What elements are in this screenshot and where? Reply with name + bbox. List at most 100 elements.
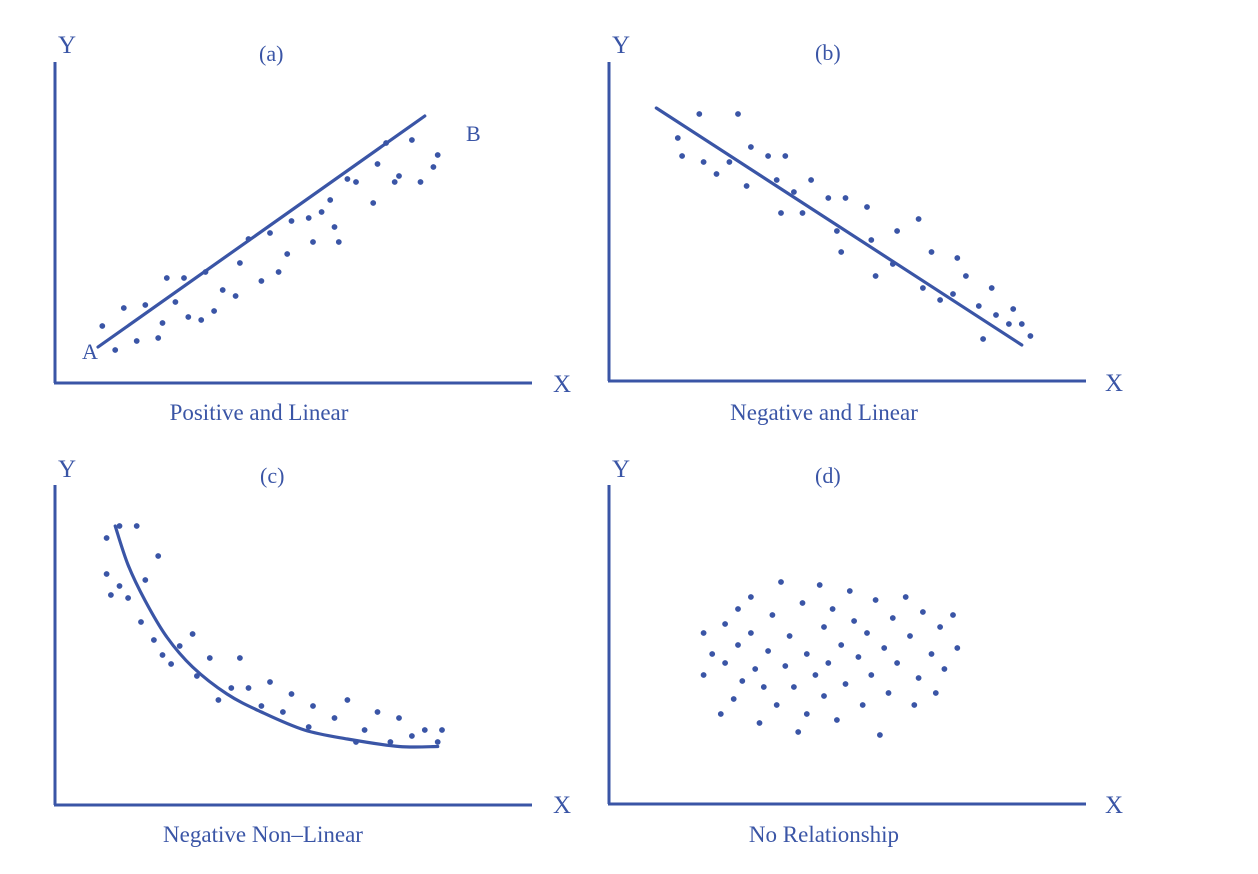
- panel-b-data-point: [735, 111, 741, 117]
- panel-d-data-point: [700, 630, 707, 636]
- panel-d-data-point: [760, 684, 767, 690]
- panel-b-data-point: [713, 171, 720, 177]
- panel-d-data-point: [846, 588, 853, 594]
- panel-d-ylabel: Y: [612, 456, 630, 483]
- panel-a-xlabel: X: [553, 371, 571, 398]
- panel-a-data-point: [430, 164, 437, 170]
- panel-b-data-point: [825, 195, 832, 201]
- panel-a-data-point: [310, 239, 316, 245]
- panel-b-data-point: [679, 153, 685, 159]
- panel-a-tag: (a): [259, 41, 283, 66]
- panel-a-caption: Positive and Linear: [170, 400, 349, 425]
- panel-a-data-point: [335, 239, 342, 245]
- panel-d-data-point: [821, 693, 827, 699]
- panel-b-data-point: [838, 249, 845, 255]
- panel-c-data-point: [116, 523, 123, 529]
- panel-b-data-point: [937, 297, 943, 303]
- panel-c-data-point: [409, 733, 415, 739]
- panel-d-data-point: [950, 612, 956, 618]
- panel-a-data-point: [202, 269, 209, 275]
- panel-b-data-point: [928, 249, 935, 255]
- panel-c-data-point: [361, 727, 368, 733]
- panel-d-data-point: [889, 615, 896, 621]
- panel-d-data-point: [786, 633, 793, 639]
- panel-c-data-point: [280, 709, 286, 715]
- panel-d-data-point: [851, 618, 857, 624]
- panel-a-data-point: [232, 293, 239, 299]
- panel-a-data-point: [211, 308, 218, 314]
- panel-b-tag: (b): [815, 40, 841, 65]
- panel-c-data-point: [353, 739, 359, 745]
- panel-b-data-point: [674, 135, 681, 141]
- panel-d-data-point: [915, 675, 922, 681]
- panel-c-data-point: [125, 595, 131, 601]
- panel-d-data-point: [872, 597, 879, 603]
- panel-b-ylabel: Y: [612, 32, 630, 59]
- panel-d-data-point: [700, 672, 707, 678]
- panel-d-data-point: [907, 633, 913, 639]
- panel-b-data-point: [778, 210, 784, 216]
- panel-a-plot: [96, 114, 441, 353]
- panel-a-data-point: [370, 200, 377, 206]
- panel-d-data-point: [709, 651, 716, 657]
- panel-b-data-point: [726, 159, 733, 165]
- panel-c-data-point: [151, 637, 157, 643]
- panel-c-data-point: [189, 631, 196, 637]
- panel-c-plot: [103, 523, 445, 749]
- panel-a-data-point: [112, 347, 119, 353]
- panel-a-data-point: [327, 197, 334, 203]
- panel-c-data-point: [237, 655, 243, 661]
- panel-a-data-point: [120, 305, 127, 311]
- panel-b-data-point: [808, 177, 814, 183]
- panel-b-caption: Negative and Linear: [730, 400, 918, 425]
- panel-b-data-point: [872, 273, 879, 279]
- panel-a-data-point: [275, 269, 282, 275]
- panel-a-data-point: [142, 302, 149, 308]
- panel-a-data-point: [258, 278, 265, 284]
- panel-c-data-point: [288, 691, 295, 697]
- panel-d-data-point: [765, 648, 771, 654]
- panel-b-data-point: [894, 228, 900, 234]
- panel-d-data-point: [834, 717, 840, 723]
- panel-c-data-point: [310, 703, 316, 709]
- panel-d-data-point: [894, 660, 900, 666]
- panel-a-data-point: [318, 209, 325, 215]
- panel-c-caption: Negative Non–Linear: [163, 822, 363, 847]
- panel-a-ylabel: Y: [58, 32, 76, 59]
- panel-d-data-point: [932, 690, 939, 696]
- panel-a-data-point: [331, 224, 338, 230]
- panel-a-data-point: [417, 179, 424, 185]
- panel-b-data-point: [782, 153, 789, 159]
- panel-d-data-point: [902, 594, 909, 600]
- panel-d-data-point: [881, 645, 888, 651]
- panel-a-data-point: [155, 335, 162, 341]
- panel-d-data-point: [735, 642, 741, 648]
- panel-b-data-point: [920, 285, 926, 291]
- panel-b-trend-line: [654, 106, 1024, 347]
- panel-a: Y X (a) Positive and Linear A B: [53, 32, 571, 425]
- panel-d-data-point: [722, 660, 728, 666]
- panel-d-data-point: [877, 732, 883, 738]
- panel-d-data-point: [730, 696, 737, 702]
- panel-a-data-point: [181, 275, 187, 281]
- panel-c-data-point: [331, 715, 338, 721]
- panel-b-data-point: [864, 204, 870, 210]
- panel-b-data-point: [700, 159, 707, 165]
- panel-d-data-point: [855, 654, 862, 660]
- panel-a-data-point: [99, 323, 106, 329]
- panel-c-data-point: [434, 739, 441, 745]
- panel-a-trend-end-label: B: [466, 121, 481, 146]
- panel-c-data-point: [142, 577, 149, 583]
- panel-b-data-point: [954, 255, 961, 261]
- panel-b-data-point: [799, 210, 806, 216]
- panel-d-data-point: [838, 642, 845, 648]
- panel-a-data-point: [396, 173, 402, 179]
- panel-b-data-point: [834, 228, 840, 234]
- panel-c-data-point: [206, 655, 213, 661]
- panel-d-data-point: [864, 630, 870, 636]
- panel-b-data-point: [743, 183, 750, 189]
- panel-c-data-point: [421, 727, 428, 733]
- panel-d-data-point: [795, 729, 802, 735]
- panel-c-data-point: [267, 679, 273, 685]
